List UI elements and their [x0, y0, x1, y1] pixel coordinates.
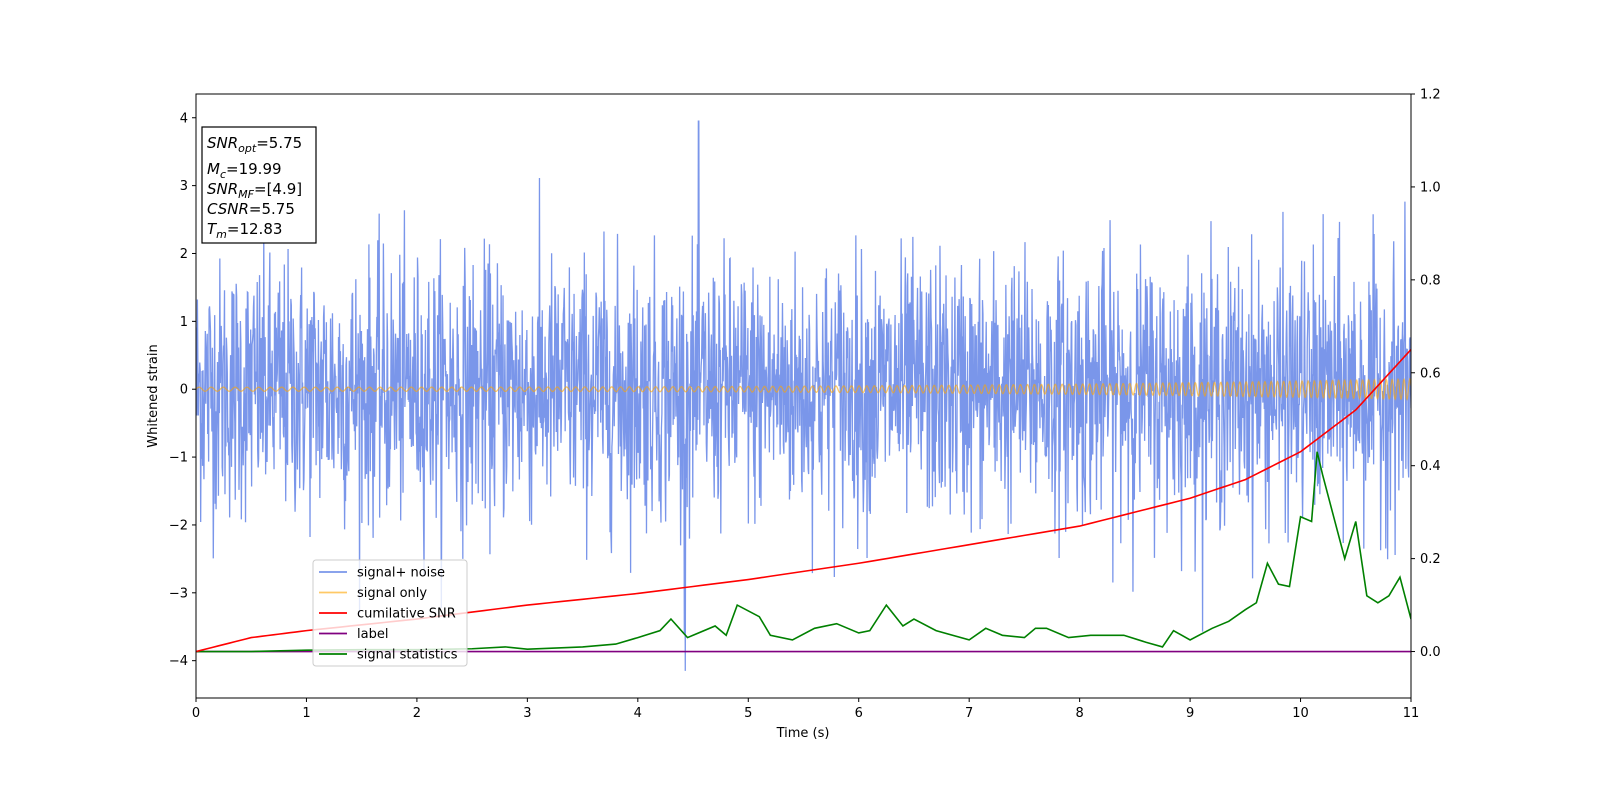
info-box-row: SNRMF=[4.9] [207, 180, 302, 201]
x-tick-label: 5 [744, 706, 752, 721]
y-tick-label: −3 [169, 586, 188, 601]
x-axis-label: Time (s) [776, 726, 830, 741]
y-tick-label: 0 [180, 383, 188, 398]
info-box-row: Mc=19.99 [207, 160, 282, 181]
x-tick-label: 9 [1186, 706, 1194, 721]
y2-tick-label: 0.8 [1420, 273, 1441, 288]
x-tick-label: 1 [302, 706, 310, 721]
y-axis-left: 4 3 2 1 0 −1 −2 −3 −4 [169, 111, 196, 669]
y2-tick-label: 0.0 [1420, 645, 1441, 660]
info-box-row: CSNR=5.75 [207, 200, 295, 218]
x-tick-label: 10 [1292, 706, 1309, 721]
y-tick-label: −4 [169, 654, 188, 669]
x-tick-label: 4 [634, 706, 642, 721]
y2-tick-label: 0.2 [1420, 552, 1441, 567]
legend-entry: signal statistics [357, 648, 458, 663]
legend-entry: label [357, 627, 388, 642]
series-signal-statistics-line [196, 451, 1411, 653]
x-tick-label: 3 [523, 706, 531, 721]
info-box-row: Tm=12.83 [207, 220, 282, 241]
y2-tick-label: 1.2 [1420, 88, 1441, 103]
x-tick-label: 6 [855, 706, 863, 721]
legend: signal+ noise signal only cumilative SNR la… [312, 559, 468, 667]
x-tick-label: 2 [413, 706, 421, 721]
series-signal-only-line [196, 377, 1411, 401]
y-tick-label: 1 [180, 315, 188, 330]
info-box-frame [201, 126, 317, 244]
plot-frame [195, 93, 1412, 699]
y-axis-right: 1.2 1.0 0.8 0.6 0.4 0.2 0.0 [1411, 88, 1441, 660]
y-tick-label: 2 [180, 247, 188, 262]
y-tick-label: −2 [169, 518, 188, 533]
series-signal-noise-line [196, 120, 1411, 671]
x-axis: 0 1 2 3 4 5 6 7 8 9 10 11 [192, 698, 1419, 721]
legend-entry: signal only [357, 586, 427, 601]
legend-frame [312, 559, 468, 667]
legend-entry: cumilative SNR [357, 607, 456, 622]
info-box-row: SNRopt=5.75 [207, 134, 302, 155]
x-tick-label: 0 [192, 706, 200, 721]
y-tick-label: −1 [169, 451, 188, 466]
y-tick-label: 3 [180, 179, 188, 194]
y2-tick-label: 1.0 [1420, 180, 1441, 195]
legend-entry: signal+ noise [357, 566, 445, 581]
x-tick-label: 8 [1075, 706, 1083, 721]
y2-tick-label: 0.4 [1420, 459, 1441, 474]
y-axis-label: Whitened strain [146, 344, 161, 447]
x-tick-label: 7 [965, 706, 973, 721]
y2-tick-label: 0.6 [1420, 366, 1441, 381]
x-tick-label: 11 [1403, 706, 1420, 721]
y-tick-label: 4 [180, 111, 188, 126]
